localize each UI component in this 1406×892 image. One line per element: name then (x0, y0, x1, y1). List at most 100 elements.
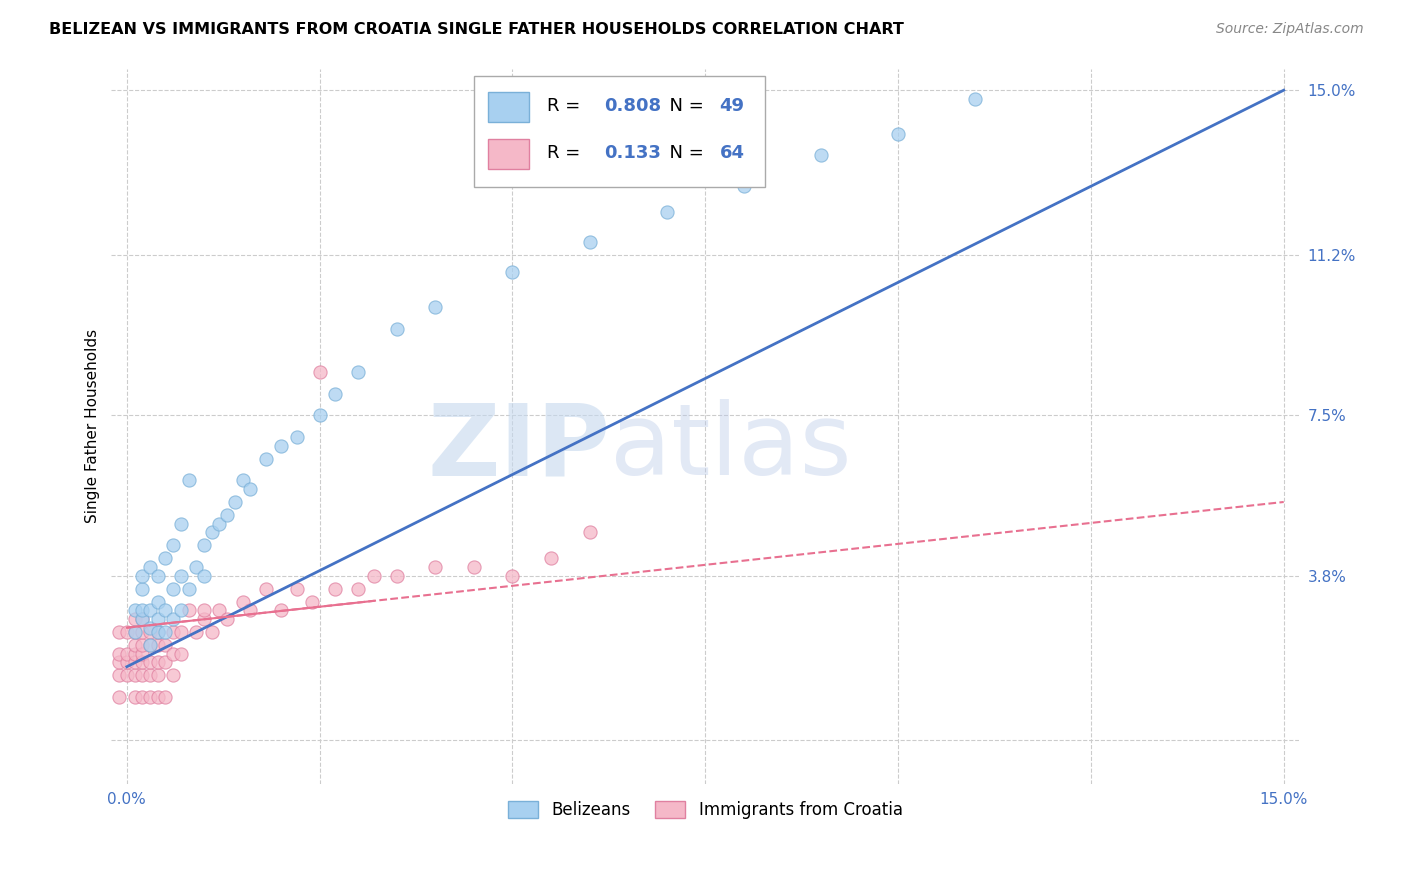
Point (131, 638, 153, 652)
Point (146, 625, 169, 640)
Point (177, 473, 200, 487)
Point (308, 365, 330, 379)
Bar (488, 92, 530, 122)
Y-axis label: Single Father Households: Single Father Households (86, 329, 100, 524)
Point (124, 625, 146, 640)
Point (124, 690, 146, 704)
Text: BELIZEAN VS IMMIGRANTS FROM CROATIA SINGLE FATHER HOUSEHOLDS CORRELATION CHART: BELIZEAN VS IMMIGRANTS FROM CROATIA SING… (49, 22, 904, 37)
Text: Source: ZipAtlas.com: Source: ZipAtlas.com (1216, 22, 1364, 37)
Text: 64: 64 (720, 144, 745, 162)
Point (177, 582, 200, 596)
Point (131, 612, 153, 626)
Point (270, 603, 292, 617)
Point (308, 409, 330, 423)
Point (231, 595, 253, 609)
Point (155, 625, 177, 640)
Point (501, 265, 523, 279)
Text: 49: 49 (720, 96, 745, 115)
Point (193, 568, 215, 582)
Point (170, 516, 193, 531)
Point (170, 625, 193, 640)
Point (347, 365, 370, 379)
Point (139, 668, 162, 682)
Point (139, 638, 162, 652)
Point (131, 612, 153, 626)
Point (155, 656, 177, 670)
Point (139, 603, 162, 617)
Point (124, 603, 146, 617)
Point (385, 568, 408, 582)
Point (131, 690, 153, 704)
Point (363, 568, 385, 582)
Point (124, 612, 146, 626)
Point (162, 668, 184, 682)
Point (301, 595, 323, 609)
Point (131, 668, 153, 682)
Point (139, 638, 162, 652)
Point (208, 516, 231, 531)
Point (108, 690, 131, 704)
Point (347, 582, 370, 596)
Point (254, 451, 277, 466)
Point (162, 612, 184, 626)
Legend: Belizeans, Immigrants from Croatia: Belizeans, Immigrants from Croatia (501, 794, 910, 825)
Point (108, 625, 131, 640)
Point (131, 625, 153, 640)
Point (115, 647, 138, 661)
Point (155, 638, 177, 652)
Text: 0.808: 0.808 (605, 96, 661, 115)
Point (124, 625, 146, 640)
Point (131, 603, 153, 617)
Point (162, 647, 184, 661)
Point (155, 603, 177, 617)
Point (162, 582, 184, 596)
Point (108, 668, 131, 682)
Point (425, 560, 447, 574)
Point (193, 538, 215, 552)
Point (146, 656, 169, 670)
Point (254, 582, 277, 596)
Point (131, 568, 153, 582)
Point (323, 386, 346, 401)
Point (733, 178, 755, 193)
Point (124, 656, 146, 670)
Point (146, 690, 169, 704)
Point (124, 647, 146, 661)
Point (139, 621, 162, 635)
Text: 0.133: 0.133 (605, 144, 661, 162)
Point (186, 560, 208, 574)
Point (208, 603, 231, 617)
Point (217, 612, 239, 626)
Point (170, 647, 193, 661)
Point (177, 603, 200, 617)
Point (170, 568, 193, 582)
Point (217, 508, 239, 522)
Point (578, 525, 600, 540)
Point (323, 582, 346, 596)
Text: R =: R = (547, 96, 586, 115)
Point (965, 92, 987, 106)
Point (108, 647, 131, 661)
Point (124, 638, 146, 652)
Point (146, 612, 169, 626)
Point (146, 625, 169, 640)
Point (810, 148, 832, 162)
Point (131, 582, 153, 596)
Point (578, 235, 600, 249)
Point (540, 551, 562, 566)
Text: N =: N = (658, 144, 709, 162)
Point (146, 595, 169, 609)
Point (155, 551, 177, 566)
Point (655, 204, 678, 219)
Text: ZIP: ZIP (427, 399, 610, 496)
Point (239, 603, 262, 617)
Point (501, 568, 523, 582)
Point (201, 625, 224, 640)
Point (193, 603, 215, 617)
Text: atlas: atlas (610, 399, 852, 496)
Point (201, 525, 224, 540)
Point (139, 625, 162, 640)
Point (139, 560, 162, 574)
Point (270, 439, 292, 453)
Point (139, 690, 162, 704)
